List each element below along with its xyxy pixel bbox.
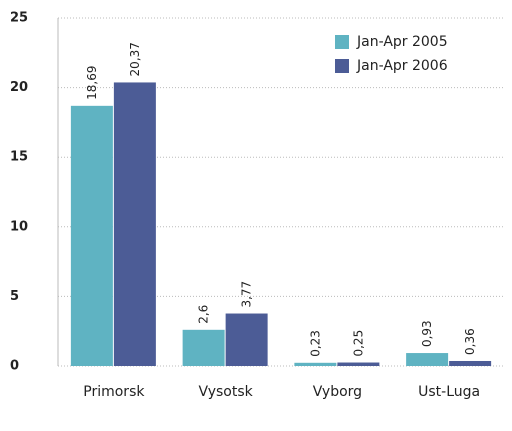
bar	[337, 362, 380, 366]
bar	[182, 329, 225, 366]
y-tick-label: 0	[10, 359, 19, 374]
x-tick-label: Primorsk	[83, 384, 145, 400]
bar	[406, 353, 449, 366]
y-tick-label: 25	[10, 11, 28, 26]
value-label: 0,36	[463, 328, 477, 355]
bar	[449, 360, 492, 366]
value-label: 0,25	[351, 330, 365, 357]
legend-label: Jan-Apr 2006	[356, 58, 448, 74]
value-label: 18,69	[85, 65, 99, 99]
legend-swatch	[335, 59, 349, 73]
y-tick-label: 15	[10, 150, 28, 165]
value-label: 0,23	[308, 330, 322, 357]
y-tick-label: 20	[10, 80, 28, 95]
legend-swatch	[335, 35, 349, 49]
bar	[113, 82, 156, 367]
value-label: 3,77	[240, 281, 254, 308]
y-tick-label: 10	[10, 219, 28, 234]
bar	[294, 362, 337, 366]
x-tick-label: Ust-Luga	[418, 384, 480, 400]
value-label: 2,6	[197, 305, 211, 324]
x-tick-label: Vysotsk	[199, 384, 254, 400]
y-tick-label: 5	[10, 289, 19, 304]
value-label: 20,37	[128, 42, 142, 76]
legend-label: Jan-Apr 2005	[356, 34, 448, 50]
x-tick-label: Vyborg	[313, 384, 362, 400]
bar	[70, 105, 113, 366]
bar	[225, 313, 268, 366]
value-label: 0,93	[420, 320, 434, 347]
